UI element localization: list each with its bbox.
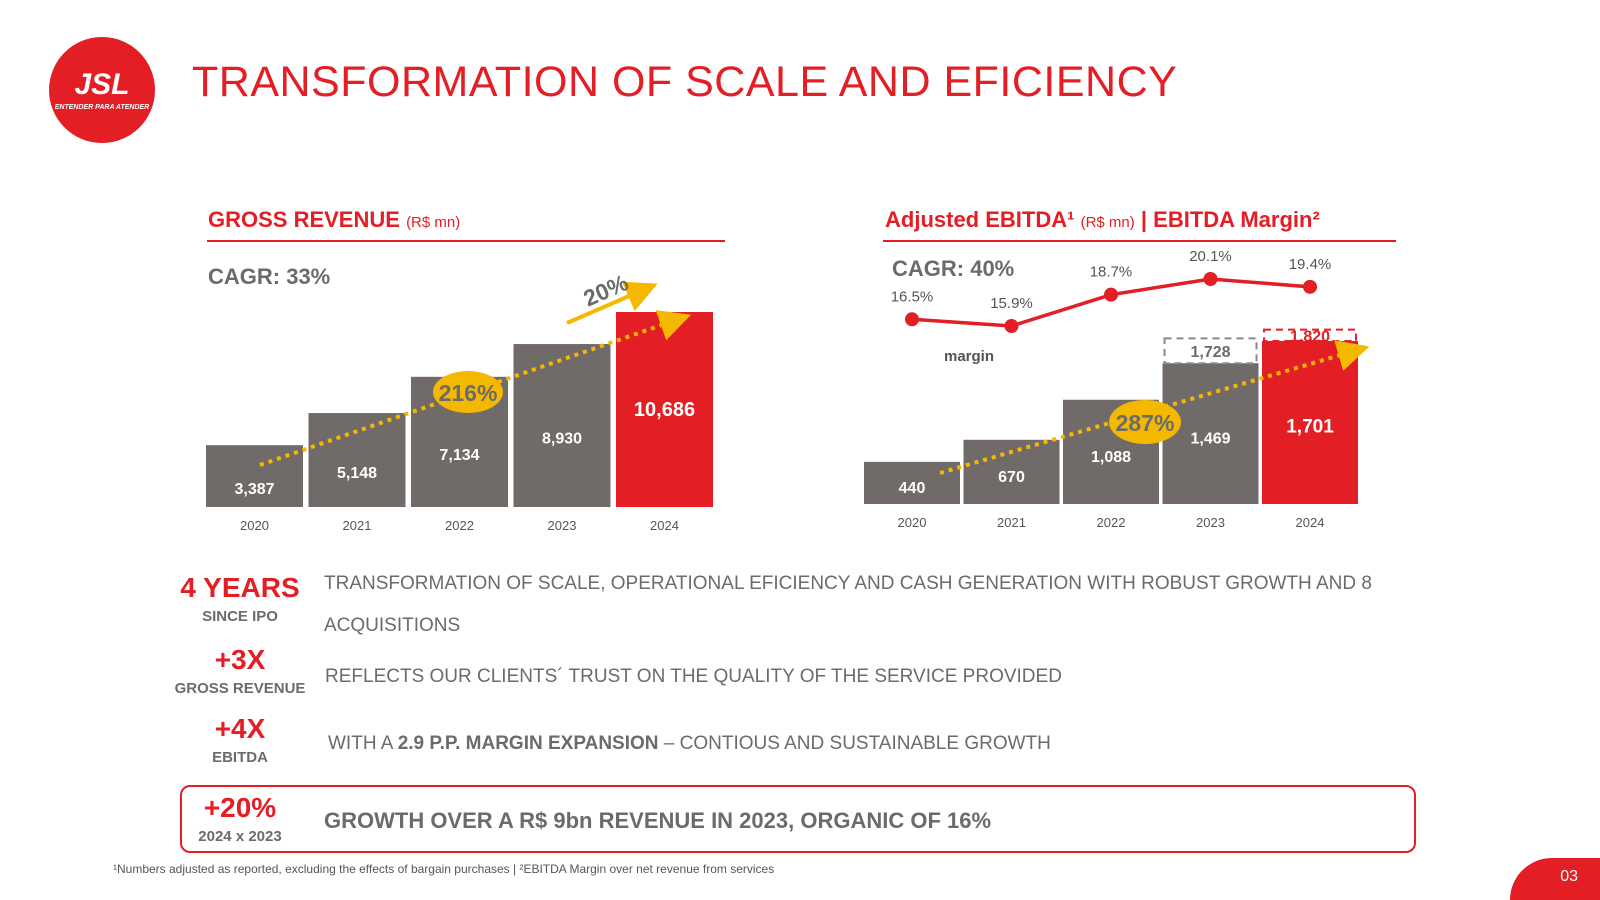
ebitda-growth-badge-text: 287% <box>1116 410 1175 436</box>
revenue-unit: (R$ mn) <box>406 214 461 231</box>
ebitda-year-label: 2024 <box>1296 515 1325 530</box>
margin-value-label: 16.5% <box>891 288 934 305</box>
logo-tagline: ENTENDER PARA ATENDER <box>55 104 150 111</box>
ebitda-bar-label: 670 <box>998 469 1025 486</box>
stat-small: EBITDA <box>212 749 268 766</box>
stat-yoy-growth: +20% 2024 x 2023 <box>170 792 310 845</box>
stat-small: GROSS REVENUE <box>174 680 306 697</box>
reported-ebitda-label: 1,820 <box>1290 328 1330 345</box>
revenue-cagr: CAGR: 33% <box>208 264 331 289</box>
d3-post: – CONTIOUS AND SUSTAINABLE GROWTH <box>658 733 1051 754</box>
revenue-chart: 3,387 2020 5,148 2021 7,134 2022 8,930 2023 10,6… <box>206 269 713 533</box>
stat-years-since-ipo: 4 YEARS SINCE IPO <box>170 572 310 625</box>
stat-gross-revenue: +3X GROSS REVENUE <box>170 644 310 697</box>
d3-pre: WITH A <box>328 733 398 754</box>
ebitda-growth-badge <box>1109 400 1181 444</box>
margin-value-label: 20.1% <box>1189 248 1232 265</box>
revenue-year-label: 2020 <box>240 518 269 533</box>
ebitda-unit: (R$ mn) <box>1080 214 1135 231</box>
revenue-chart-heading: GROSS REVENUE (R$ mn) <box>208 207 460 233</box>
revenue-year-label: 2024 <box>650 518 679 533</box>
revenue-bar <box>308 413 406 507</box>
revenue-year-label: 2022 <box>445 518 474 533</box>
revenue-growth-badge <box>433 371 503 413</box>
logo-brand: JSL <box>74 68 129 101</box>
jsl-logo: JSL ENTENDER PARA ATENDER <box>49 37 155 143</box>
d3-bold: 2.9 P.P. MARGIN EXPANSION <box>397 733 659 754</box>
ebitda-bar-label: 1,469 <box>1190 431 1230 448</box>
revenue-bar-label: 8,930 <box>542 431 582 448</box>
ebitda-year-label: 2021 <box>997 515 1026 530</box>
page-title: TRANSFORMATION OF SCALE AND EFICIENCY <box>192 58 1178 106</box>
revenue-bar-label: 7,134 <box>439 447 479 464</box>
ebitda-year-label: 2020 <box>898 515 927 530</box>
growth-highlight-text: GROWTH OVER A R$ 9bn REVENUE IN 2023, OR… <box>324 808 992 833</box>
margin-line <box>911 277 1311 328</box>
revenue-growth-badge-text: 216% <box>439 380 498 406</box>
ebitda-year-label: 2022 <box>1097 515 1126 530</box>
stat-big: 4 YEARS <box>180 572 300 603</box>
margin-point <box>1203 272 1218 286</box>
ebitda-cagr: CAGR: 40% <box>892 256 1015 281</box>
stat-big: +3X <box>214 644 266 675</box>
revenue-year-label: 2023 <box>548 518 577 533</box>
revenue-yoy-arrow <box>566 281 658 325</box>
reported-ebitda-dashed-box <box>1163 337 1258 365</box>
description-transformation: TRANSFORMATION OF SCALE, OPERATIONAL EFI… <box>324 573 1372 636</box>
ebitda-heading-b: | EBITDA Margin² <box>1140 207 1320 232</box>
margin-point <box>1104 287 1118 302</box>
stat-small: SINCE IPO <box>202 608 278 625</box>
ebitda-bar-label: 1,701 <box>1286 417 1334 438</box>
reported-ebitda-label: 1,728 <box>1190 344 1230 361</box>
ebitda-heading-a: Adjusted EBITDA¹ <box>885 207 1075 232</box>
margin-value-label: 15.9% <box>990 295 1033 312</box>
margin-point <box>1303 279 1317 294</box>
margin-point <box>905 312 919 327</box>
ebitda-bar <box>864 461 960 504</box>
description-clients-trust: REFLECTS OUR CLIENTS´ TRUST ON THE QUALI… <box>325 666 1062 687</box>
margin-series-label: margin <box>944 348 994 365</box>
growth-highlight-box <box>180 785 1416 853</box>
revenue-heading-text: GROSS REVENUE <box>208 207 400 232</box>
page-number-tab: 03 <box>1510 858 1600 900</box>
stat-ebitda: +4X EBITDA <box>170 713 310 766</box>
revenue-bar <box>513 344 611 507</box>
revenue-heading-rule <box>207 240 725 242</box>
revenue-bar-label: 5,148 <box>337 465 377 482</box>
ebitda-chart: 440 2020 670 2021 1,088 2022 1,469 2023 1,701 202… <box>864 248 1370 530</box>
revenue-bar <box>616 312 713 507</box>
page-number: 03 <box>1560 868 1578 885</box>
ebitda-bar-label: 1,088 <box>1091 449 1131 466</box>
margin-value-label: 18.7% <box>1090 264 1133 281</box>
ebitda-chart-heading: Adjusted EBITDA¹ (R$ mn) | EBITDA Margin… <box>885 207 1320 233</box>
margin-value-label: 19.4% <box>1289 256 1332 273</box>
revenue-trend-arrow <box>259 310 692 467</box>
stat-big: +4X <box>214 713 266 744</box>
stat-small: 2024 x 2023 <box>198 828 282 845</box>
description-margin-expansion: WITH A 2.9 P.P. MARGIN EXPANSION – CONTI… <box>328 723 1418 765</box>
revenue-bar-label: 3,387 <box>234 481 274 498</box>
ebitda-bar <box>1162 363 1259 504</box>
stat-big: +20% <box>203 792 277 823</box>
revenue-year-label: 2021 <box>343 518 372 533</box>
margin-point <box>1004 319 1019 333</box>
ebitda-heading-rule <box>883 240 1396 242</box>
revenue-bar-label: 10,686 <box>634 399 695 421</box>
ebitda-year-label: 2023 <box>1196 515 1225 530</box>
reported-ebitda-dashed-box <box>1263 328 1357 343</box>
logo-graphic: JSL ENTENDER PARA ATENDER <box>55 68 150 111</box>
ebitda-bar-label: 440 <box>899 480 926 497</box>
footnote: ¹Numbers adjusted as reported, excluding… <box>113 862 775 876</box>
